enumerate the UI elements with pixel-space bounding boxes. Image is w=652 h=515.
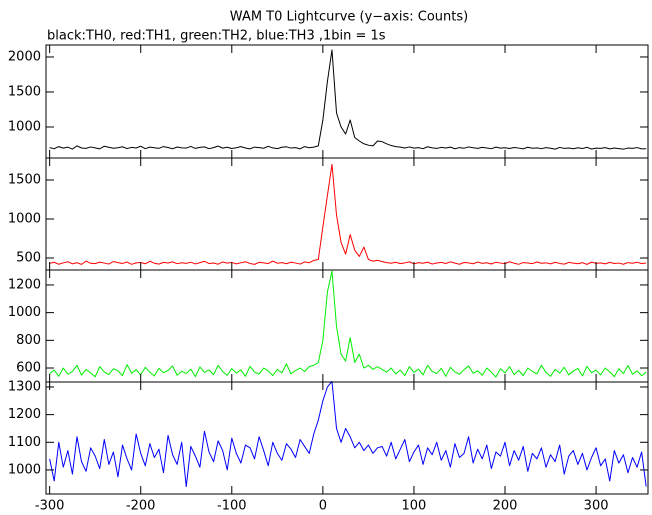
- y-tick-label: 1500: [8, 84, 41, 99]
- x-tick-label: 0: [319, 499, 327, 514]
- y-tick-label: 500: [16, 250, 41, 265]
- y-tick-label: 1000: [8, 462, 41, 477]
- panel-frame: [45, 381, 649, 495]
- y-tick-label: 1200: [8, 277, 41, 292]
- x-tick-label: 200: [493, 499, 518, 514]
- y-tick-label: 800: [16, 333, 41, 348]
- y-tick-label: 1200: [8, 407, 41, 422]
- y-tick-label: 1300: [8, 379, 41, 394]
- y-tick-label: 600: [16, 361, 41, 376]
- x-tick-label: -300: [35, 499, 65, 514]
- y-tick-label: 1500: [8, 172, 41, 187]
- x-tick-label: -200: [126, 499, 156, 514]
- chart-subtitle: black:TH0, red:TH1, green:TH2, blue:TH3 …: [47, 29, 386, 44]
- y-tick-label: 1000: [8, 305, 41, 320]
- chart-title: WAM T0 Lightcurve (y−axis: Counts): [230, 10, 468, 25]
- y-tick-label: 1000: [8, 119, 41, 134]
- data-line: [49, 163, 647, 265]
- x-tick-label: 100: [402, 499, 427, 514]
- x-tick-label: 300: [584, 499, 609, 514]
- data-line: [49, 380, 647, 488]
- x-tick-label: -100: [217, 499, 247, 514]
- data-line: [49, 270, 647, 378]
- data-line: [49, 49, 647, 150]
- y-tick-label: 1100: [8, 435, 41, 450]
- y-tick-label: 1000: [8, 211, 41, 226]
- y-tick-label: 2000: [8, 49, 41, 64]
